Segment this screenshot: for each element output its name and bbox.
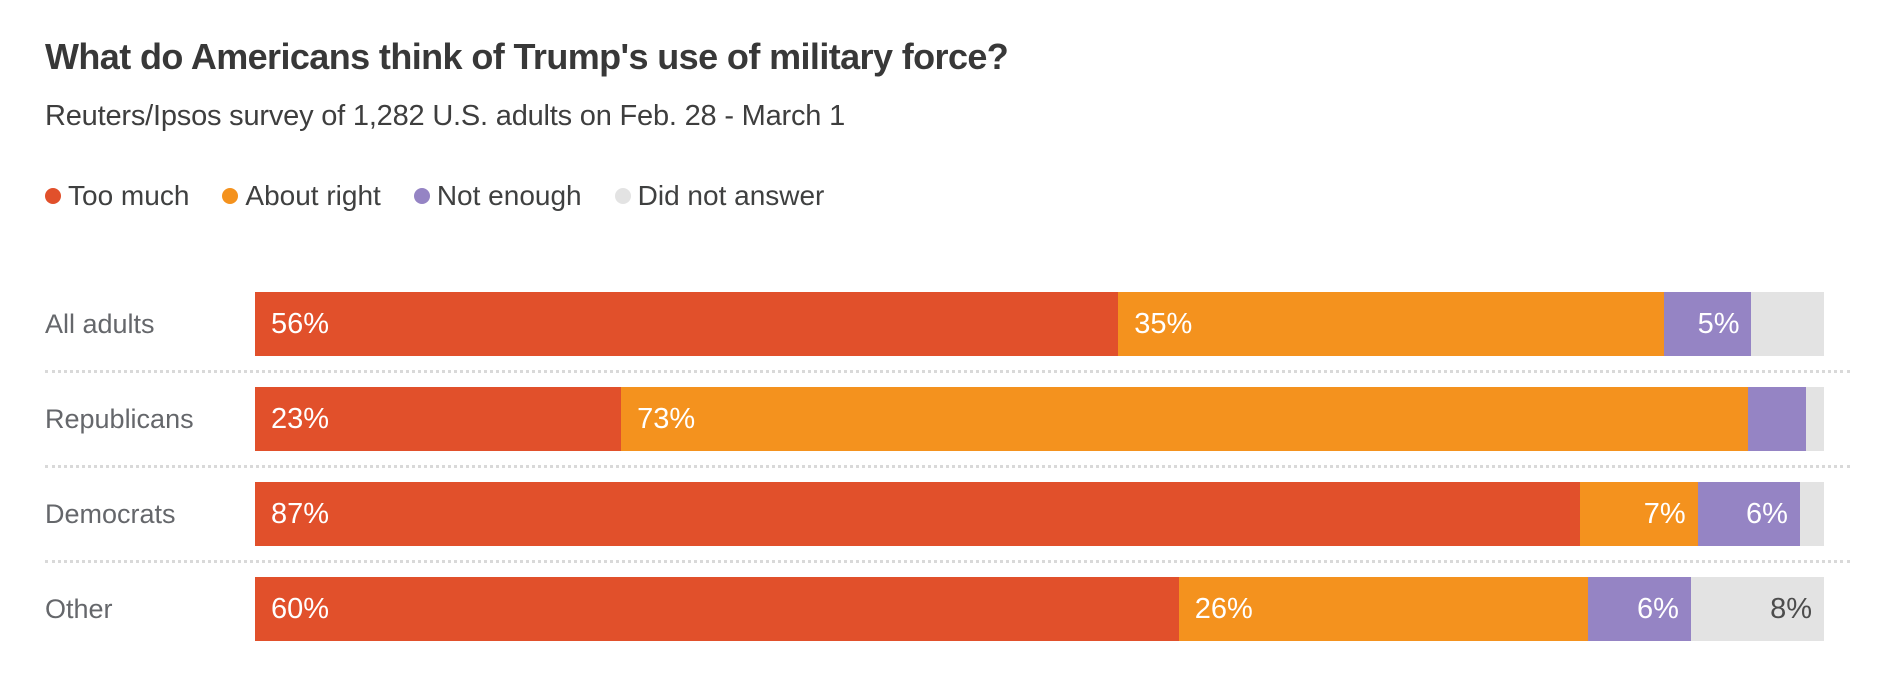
stacked-bar: 56% 35% 5% (255, 292, 1824, 357)
chart-row: Other 60% 26% 6% 8% (45, 577, 1824, 642)
legend-item-label: About right (245, 180, 381, 212)
segment-value-label: 5% (1697, 307, 1740, 340)
row-label: Other (45, 593, 113, 624)
stacked-bar: 60% 26% 6% 8% (255, 577, 1824, 642)
legend-dot-icon (413, 188, 430, 205)
legend-item-did-not-answer: Did not answer (614, 180, 825, 212)
legend: Too much About right Not enough Did not ans… (45, 180, 1824, 212)
legend-item-label: Did not answer (637, 180, 825, 212)
page-title: What do Americans think of Trump's use o… (45, 36, 1009, 77)
segment-value-label: 87% (271, 497, 330, 530)
legend-item-label: Not enough (436, 180, 582, 212)
legend-dot-icon (45, 188, 61, 205)
bar-segment-did-not-answer (1799, 482, 1824, 547)
row-separator (45, 560, 1850, 564)
legend-dot-icon (222, 188, 239, 205)
segment-value-label: 26% (1194, 592, 1253, 625)
segment-value-label: 7% (1643, 497, 1686, 530)
legend-item-label: Too much (68, 180, 190, 212)
legend-item-not-enough: Not enough (413, 180, 582, 212)
bar-segment-too-much: 87% (255, 482, 1581, 547)
bar-segment-did-not-answer (1751, 292, 1824, 357)
segment-value-label: 8% (1770, 592, 1812, 625)
segment-value-label: 35% (1134, 307, 1193, 340)
bar-segment-did-not-answer: 8% (1690, 577, 1824, 642)
bar-segment-about-right: 26% (1178, 577, 1589, 642)
bar-segment-too-much: 60% (255, 577, 1179, 642)
segment-value-label: 23% (271, 402, 330, 435)
stacked-bar: 23% 73% (255, 387, 1824, 452)
bar-segment-too-much: 23% (255, 387, 622, 452)
stacked-bar: 87% 7% 6% (255, 482, 1824, 547)
bar-segment-did-not-answer (1805, 387, 1824, 452)
bar-segment-too-much: 56% (255, 292, 1119, 357)
legend-item-too-much: Too much (45, 180, 189, 212)
chart-row: Democrats 87% 7% 6% (45, 482, 1824, 547)
bar-segment-about-right: 35% (1118, 292, 1664, 357)
row-separator (45, 465, 1850, 469)
chart-card: What do Americans think of Trump's use o… (45, 36, 1850, 642)
bar-segment-about-right: 73% (621, 387, 1749, 452)
row-label: Republicans (45, 403, 194, 434)
bar-segment-not-enough (1748, 387, 1806, 452)
stacked-bar-chart: All adults 56% 35% 5% Republicans 23% 73% Democ… (45, 292, 1850, 642)
legend-dot-icon (614, 188, 631, 205)
chart-subtitle: Reuters/Ipsos survey of 1,282 U.S. adult… (45, 100, 845, 133)
bar-segment-not-enough: 5% (1663, 292, 1752, 357)
row-separator (45, 370, 1850, 374)
chart-row: Republicans 23% 73% (45, 387, 1824, 452)
segment-value-label: 6% (1637, 592, 1679, 625)
bar-segment-not-enough: 6% (1697, 482, 1800, 547)
bar-segment-not-enough: 6% (1588, 577, 1691, 642)
row-label: All adults (45, 308, 155, 339)
chart-row: All adults 56% 35% 5% (45, 292, 1824, 357)
segment-value-label: 60% (271, 592, 330, 625)
legend-item-about-right: About right (222, 180, 381, 212)
bar-segment-about-right: 7% (1580, 482, 1698, 547)
segment-value-label: 56% (271, 307, 330, 340)
segment-value-label: 6% (1746, 497, 1788, 530)
segment-value-label: 73% (637, 402, 696, 435)
row-label: Democrats (45, 498, 176, 529)
